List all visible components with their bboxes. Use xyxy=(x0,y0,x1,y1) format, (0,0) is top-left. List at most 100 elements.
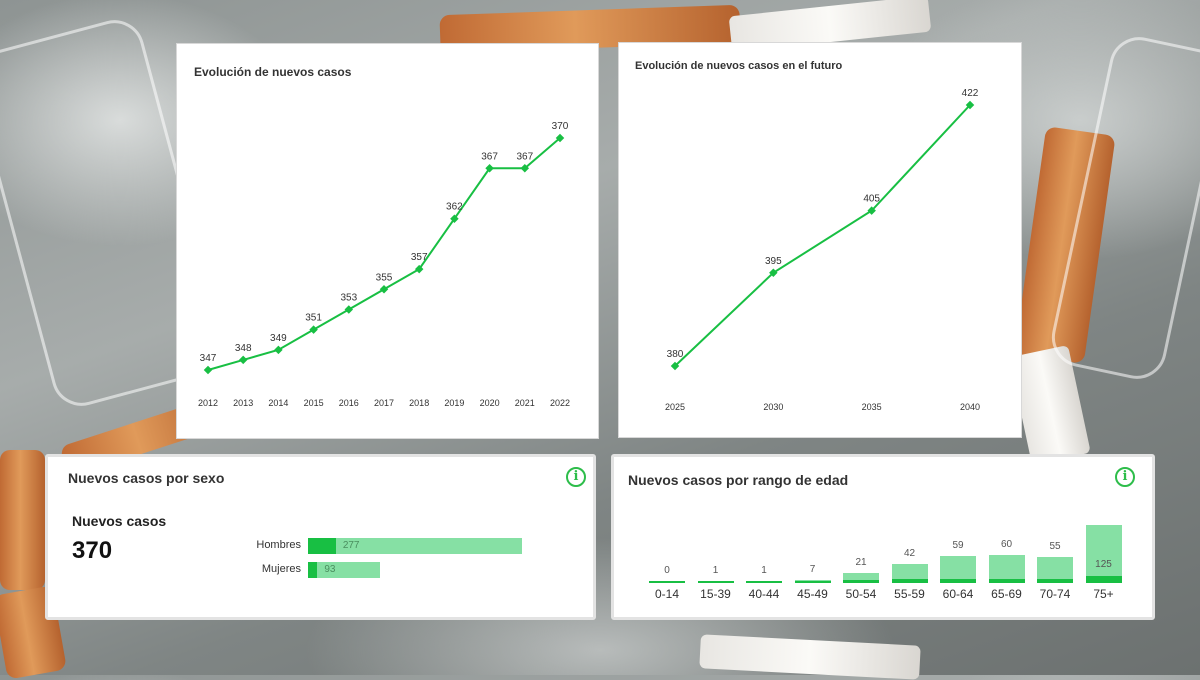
bar-highlight xyxy=(308,562,318,578)
bar-highlight xyxy=(1037,578,1073,583)
bar xyxy=(1085,525,1122,583)
bar-category-label: Mujeres xyxy=(261,563,301,575)
bar-highlight xyxy=(988,578,1025,583)
bar-highlight xyxy=(1085,576,1122,583)
x-tick-label: 45-49 xyxy=(797,587,828,601)
bar-value-label: 125 xyxy=(1095,559,1112,570)
data-label: 347 xyxy=(200,353,217,364)
data-label: 355 xyxy=(376,272,393,283)
bar-highlight xyxy=(843,580,879,583)
bar-value-label: 93 xyxy=(324,564,336,575)
data-label: 367 xyxy=(481,151,498,162)
x-tick-label: 55-59 xyxy=(894,587,925,601)
data-point xyxy=(238,355,248,365)
data-label: 351 xyxy=(305,313,322,324)
data-point xyxy=(274,345,283,355)
data-label: 362 xyxy=(446,202,463,213)
bar-value-label: 1 xyxy=(712,565,719,576)
bar-highlight xyxy=(940,578,976,583)
bar-value-label: 21 xyxy=(855,557,867,569)
data-point xyxy=(203,365,213,375)
bar-highlight xyxy=(697,581,734,583)
bar-highlight xyxy=(794,580,831,583)
series-line xyxy=(674,104,971,367)
data-label: 395 xyxy=(765,256,782,267)
x-tick-label: 2030 xyxy=(763,402,783,412)
chart-panel-sex: Nuevos casos por sexo i Nuevos casos 370… xyxy=(45,454,596,620)
bar xyxy=(891,563,928,583)
x-tick-label: 50-54 xyxy=(845,587,877,601)
bar-value-label: 0 xyxy=(664,565,670,576)
x-tick-label: 2018 xyxy=(409,398,429,408)
x-tick-label: 2016 xyxy=(339,398,359,408)
x-tick-label: 75+ xyxy=(1093,587,1114,601)
summary-value: 370 xyxy=(72,537,113,564)
x-tick-label: 2014 xyxy=(268,398,288,408)
bar-category-label: Hombres xyxy=(256,539,301,551)
cigarette-butt xyxy=(0,450,45,590)
bar xyxy=(940,555,976,583)
bar-highlight xyxy=(746,581,782,583)
data-point xyxy=(344,305,354,314)
data-label: 348 xyxy=(235,343,252,354)
data-point xyxy=(485,164,494,173)
bar xyxy=(843,573,879,583)
bar xyxy=(988,555,1025,583)
line-chart-future: 380 2025 395 2030 405 2035 422 2040 xyxy=(665,88,980,412)
data-label: 349 xyxy=(270,333,287,344)
bar-value-label: 59 xyxy=(952,539,964,551)
x-tick-label: 2019 xyxy=(444,398,464,408)
series-line xyxy=(207,137,561,371)
x-tick-label: 2015 xyxy=(304,398,324,408)
x-tick-label: 2025 xyxy=(665,402,685,412)
bar-value-label: 7 xyxy=(809,563,816,575)
x-tick-label: 2035 xyxy=(862,402,882,412)
data-label: 353 xyxy=(340,292,357,303)
bar xyxy=(308,562,380,578)
chart-title: Evolución de nuevos casos xyxy=(194,65,352,79)
data-point xyxy=(867,206,876,215)
summary-label: Nuevos casos xyxy=(72,513,167,529)
x-tick-label: 0-14 xyxy=(654,587,680,601)
chart-panel-historical: Evolución de nuevos casos 347 2012 348 2013… xyxy=(176,43,599,439)
bar-value-label: 1 xyxy=(761,565,767,576)
line-chart-historical: 347 2012 348 2013 349 2014 351 2015 353 2016 355 20… xyxy=(198,121,570,408)
chart-title: Nuevos casos por rango de edad xyxy=(628,472,849,488)
x-tick-label: 2021 xyxy=(515,398,535,408)
x-tick-label: 2013 xyxy=(233,398,253,408)
x-tick-label: 40-44 xyxy=(748,587,780,601)
bar-highlight xyxy=(308,538,336,554)
bar xyxy=(1037,557,1073,583)
info-icon[interactable]: i xyxy=(1115,467,1135,487)
bar-value-label: 60 xyxy=(1000,539,1013,551)
x-tick-label: 2020 xyxy=(480,398,500,408)
data-point xyxy=(309,325,318,334)
data-point xyxy=(414,264,424,274)
x-tick-label: 65-69 xyxy=(991,587,1022,601)
data-label: 370 xyxy=(552,121,569,132)
x-tick-label: 2017 xyxy=(374,398,394,408)
bar-highlight xyxy=(891,579,928,583)
data-label: 380 xyxy=(667,349,684,360)
chart-panel-age: Nuevos casos por rango de edad i 0 0-14 1 1… xyxy=(611,454,1155,620)
chart-panel-future: Evolución de nuevos casos en el futuro 3… xyxy=(618,42,1022,438)
data-point xyxy=(769,268,778,278)
bar xyxy=(308,538,522,554)
data-label: 357 xyxy=(411,252,428,263)
data-label: 405 xyxy=(863,194,880,205)
x-tick-label: 2022 xyxy=(550,398,570,408)
bar-value-label: 55 xyxy=(1049,541,1061,553)
x-tick-label: 2012 xyxy=(198,398,218,408)
x-tick-label: 15-39 xyxy=(700,587,731,601)
info-icon[interactable]: i xyxy=(566,467,586,487)
chart-title: Nuevos casos por sexo xyxy=(68,470,225,486)
data-point xyxy=(379,285,389,294)
x-tick-label: 60-64 xyxy=(942,587,974,601)
cigarette-paper xyxy=(699,634,921,680)
x-tick-label: 70-74 xyxy=(1039,587,1071,601)
data-label: 422 xyxy=(962,88,979,99)
bar-value-label: 277 xyxy=(342,540,360,551)
chart-title: Evolución de nuevos casos en el futuro xyxy=(635,60,843,72)
data-point xyxy=(450,214,459,223)
